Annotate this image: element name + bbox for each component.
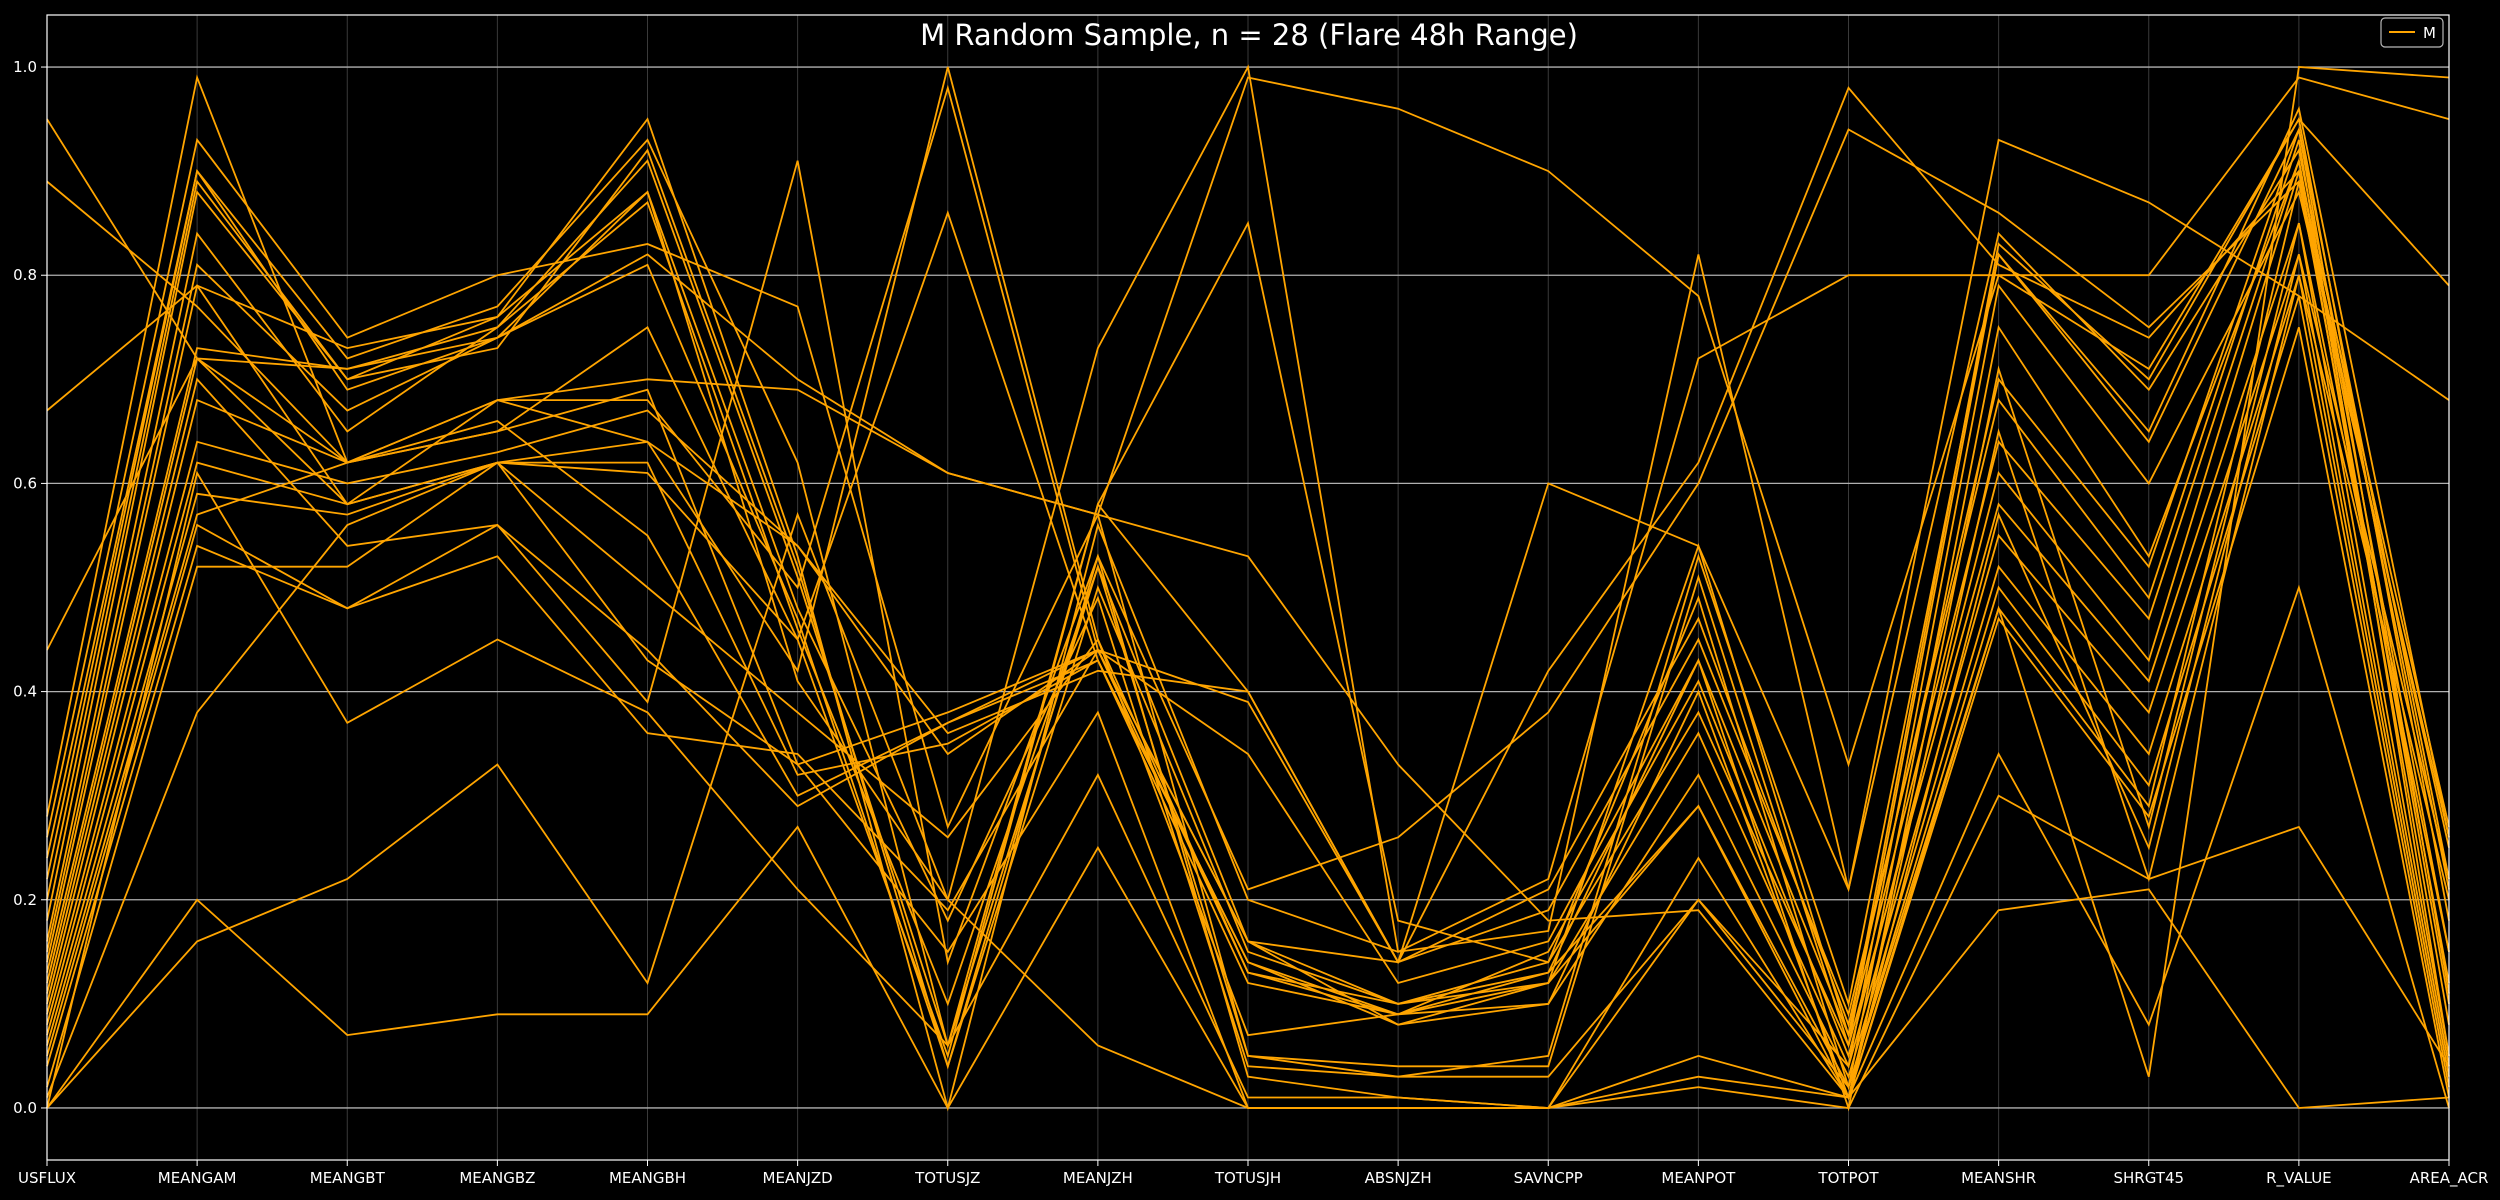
series-line-4 xyxy=(46,181,2450,1100)
y-tick-label: 0.0 xyxy=(13,1099,37,1117)
series-line-26 xyxy=(46,470,2450,1109)
x-tick-label: MEANGBH xyxy=(609,1169,686,1187)
x-tick-labels: USFLUX MEANGAM MEANGBT MEANGBZ MEANGBH MEANJZ… xyxy=(18,1160,2488,1188)
series-line-12 xyxy=(46,116,2450,1070)
x-tick-label: R_VALUE xyxy=(2266,1169,2332,1188)
x-tick-label: MEANJZH xyxy=(1063,1169,1133,1187)
y-tick-labels: 0.0 0.2 0.4 0.6 0.8 1.0 xyxy=(13,58,47,1117)
series-line-24 xyxy=(46,295,2450,1090)
x-tick-label: ABSNJZH xyxy=(1365,1169,1432,1187)
y-tick-label: 0.8 xyxy=(13,266,37,284)
series-line-6 xyxy=(46,76,2450,838)
legend: M xyxy=(2380,17,2444,48)
series-line-13 xyxy=(46,105,2450,1078)
x-tick-label: TOTUSJZ xyxy=(914,1169,980,1187)
series-layer xyxy=(46,64,2450,1112)
x-tick-label: SAVNCPP xyxy=(1514,1169,1583,1187)
series-line-10 xyxy=(46,128,2450,1070)
x-tick-label: MEANPOT xyxy=(1661,1169,1736,1187)
legend-label: M xyxy=(2423,24,2436,42)
x-tick-label: MEANGBZ xyxy=(459,1169,535,1187)
series-line-20 xyxy=(46,170,2450,1059)
x-tick-label: TOTUSJH xyxy=(1214,1169,1281,1187)
series-line-9 xyxy=(46,117,2450,1112)
series-line-28 xyxy=(46,511,2450,1109)
y-tick-label: 0.6 xyxy=(13,474,37,492)
x-tick-label: MEANSHR xyxy=(1961,1169,2036,1187)
series-line-7 xyxy=(46,64,2450,953)
y-tick-label: 0.4 xyxy=(13,683,37,701)
x-tick-label: SHRGT45 xyxy=(2113,1169,2184,1187)
series-line-17 xyxy=(46,129,2450,1028)
chart-title: M Random Sample, n = 28 (Flare 48h Range… xyxy=(920,18,1578,52)
y-tick-label: 1.0 xyxy=(13,58,37,76)
series-line-22 xyxy=(46,254,2450,1069)
series-line-16 xyxy=(46,157,2450,1109)
y-tick-label: 0.2 xyxy=(13,891,37,909)
series-line-15 xyxy=(46,189,2450,1078)
x-tick-label: MEANGBT xyxy=(310,1169,386,1187)
series-line-21 xyxy=(46,222,2450,1057)
series-line-23 xyxy=(46,274,2450,1080)
x-tick-label: TOTPOT xyxy=(1817,1169,1879,1187)
x-tick-label: AREA_ACR xyxy=(2410,1169,2489,1188)
series-line-18 xyxy=(46,139,2450,1057)
x-tick-label: USFLUX xyxy=(18,1169,76,1187)
x-tick-label: MEANJZD xyxy=(763,1169,833,1187)
x-tick-label: MEANGAM xyxy=(158,1169,237,1187)
